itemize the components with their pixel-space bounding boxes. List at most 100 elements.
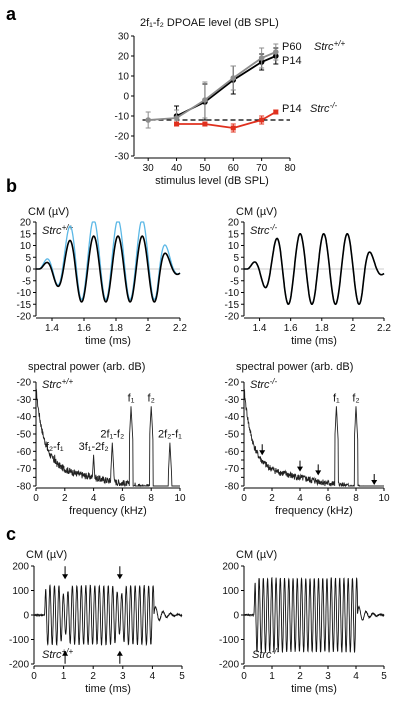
- peak-label: 2f₁-f₂: [100, 429, 124, 441]
- spectrum-trace: [35, 388, 180, 488]
- y-tick-label: -20: [17, 312, 32, 323]
- data-point: [230, 125, 236, 131]
- x-tick-label: 6: [120, 493, 126, 504]
- x-tick-label: 2: [269, 493, 275, 504]
- arrow-head: [62, 574, 69, 580]
- data-point: [259, 117, 265, 123]
- x-tick-label: 8: [353, 493, 359, 504]
- y-tick-label: -40: [225, 412, 240, 423]
- x-tick-label: 6: [325, 493, 331, 504]
- y-tick-label: -15: [225, 300, 240, 311]
- y-tick-label: -20: [115, 132, 130, 143]
- y-tick-label: 10: [118, 72, 130, 83]
- y-axis-label: CM (µV): [236, 549, 277, 561]
- y-tick-label: -80: [225, 482, 240, 493]
- y-tick-label: -100: [219, 635, 239, 646]
- x-tick-label: 1.6: [77, 323, 91, 334]
- peak-label: f₂: [148, 392, 155, 404]
- panel-label-a: a: [6, 4, 17, 24]
- y-tick-label: -5: [230, 276, 239, 287]
- y-tick-label: 0: [25, 265, 31, 276]
- legend-p60: P60: [282, 41, 302, 53]
- series-line: [148, 51, 277, 121]
- y-tick-label: -20: [225, 378, 240, 389]
- y-tick-label: -60: [225, 447, 240, 458]
- genotype-label: Strc+/+: [42, 223, 73, 237]
- peak-label: 3f₁-2f₂: [79, 441, 109, 453]
- arrow-head: [297, 466, 303, 472]
- chart-b-spec-wt: -80 -70 -60 -50 -40 -30 -20 0 2 4 6 8 10 frequency (k…: [17, 361, 186, 517]
- x-tick-label: 1.4: [45, 323, 59, 334]
- peak-label: f₂: [352, 392, 359, 404]
- x-tick-label: 1.8: [109, 323, 123, 334]
- y-axis-label: CM (µV): [236, 206, 277, 218]
- x-tick-label: 2.2: [377, 323, 391, 334]
- y-axis-label: CM (µV): [26, 549, 67, 561]
- x-tick-label: 1: [269, 671, 275, 682]
- data-point: [173, 115, 180, 121]
- y-tick-label: -30: [225, 395, 240, 406]
- y-tick-label: -5: [22, 276, 31, 287]
- x-tick-label: 4: [297, 493, 303, 504]
- y-tick-label: -80: [17, 482, 32, 493]
- x-axis-label: time (ms): [291, 683, 337, 695]
- data-point: [230, 75, 237, 81]
- x-tick-label: 1: [61, 671, 67, 682]
- x-tick-label: 5: [179, 671, 185, 682]
- y-tick-label: 20: [228, 218, 240, 229]
- x-tick-label: 1.6: [284, 323, 298, 334]
- y-tick-label: -200: [219, 660, 239, 671]
- series-line: [176, 55, 277, 117]
- y-tick-label: 10: [228, 241, 240, 252]
- x-tick-label: 4: [150, 671, 156, 682]
- y-tick-label: -50: [17, 430, 32, 441]
- y-tick-label: -60: [17, 447, 32, 458]
- data-point: [145, 117, 151, 123]
- y-tick-label: -100: [9, 635, 29, 646]
- genotype-label: Strc+/+: [42, 647, 73, 661]
- y-tick-label: -15: [17, 300, 32, 311]
- data-point: [273, 49, 279, 55]
- y-tick-label: 100: [12, 586, 29, 597]
- data-point: [258, 55, 265, 61]
- x-axis-label: frequency (kHz): [69, 505, 147, 517]
- response-trace: [36, 235, 181, 303]
- y-tick-label: 0: [233, 611, 239, 622]
- data-point: [273, 109, 279, 115]
- peak-label: f₂-f₁: [46, 441, 64, 453]
- x-tick-label: 10: [174, 493, 186, 504]
- y-tick-label: -70: [17, 464, 32, 475]
- x-tick-label: 0: [33, 493, 39, 504]
- y-tick-label: 0: [123, 92, 129, 103]
- x-tick-label: 30: [143, 163, 155, 174]
- y-tick-label: 200: [222, 562, 239, 573]
- x-tick-label: 40: [171, 163, 183, 174]
- genotype-label: Strc-/-: [250, 223, 277, 237]
- y-tick-label: -10: [115, 112, 130, 123]
- x-tick-label: 2.2: [173, 323, 187, 334]
- arrow-head: [116, 650, 123, 656]
- response-trace: [244, 232, 385, 306]
- y-axis-label: CM (µV): [28, 206, 69, 218]
- data-point: [202, 121, 208, 127]
- x-axis-label: time (ms): [85, 335, 131, 347]
- x-tick-label: 8: [148, 493, 154, 504]
- y-tick-label: -40: [17, 412, 32, 423]
- y-tick-label: 30: [118, 32, 130, 43]
- y-tick-label: -10: [225, 288, 240, 299]
- x-axis-label: frequency (kHz): [275, 505, 353, 517]
- data-point: [202, 97, 208, 103]
- x-tick-label: 50: [199, 163, 211, 174]
- x-axis-label: stimulus level (dB SPL): [155, 175, 269, 187]
- chart-title: 2f₁-f₂ DPOAE level (dB SPL): [140, 17, 279, 29]
- x-tick-label: 80: [284, 163, 296, 174]
- chart-c-cm-wt: -200 -100 0 100 200 0 1 2 3 4 5 time (ms) CM (µV) Str…: [9, 549, 185, 695]
- y-tick-label: 0: [23, 611, 29, 622]
- data-point: [174, 121, 180, 127]
- x-tick-label: 4: [353, 671, 359, 682]
- arrow-head: [371, 480, 378, 486]
